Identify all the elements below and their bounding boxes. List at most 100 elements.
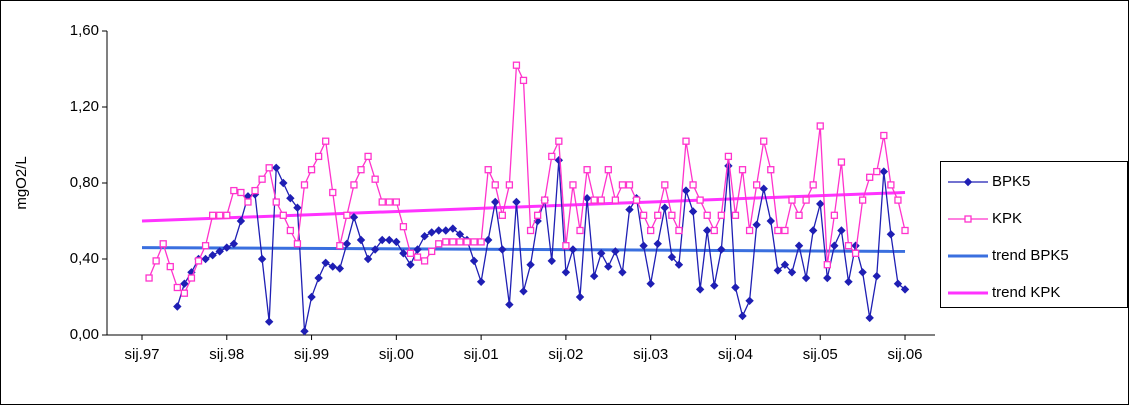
point [880, 131, 888, 140]
point [321, 258, 330, 268]
point [428, 247, 436, 256]
point [886, 230, 896, 239]
point [611, 247, 620, 256]
point [251, 186, 259, 195]
point [767, 166, 775, 174]
point [512, 61, 521, 69]
x-tick-label: sij.04 [718, 346, 753, 363]
point [731, 211, 740, 219]
point [399, 223, 408, 231]
point [548, 152, 556, 161]
point [434, 226, 443, 235]
point [441, 226, 451, 235]
y-tick-label: 0,40 [70, 250, 99, 267]
point [173, 283, 181, 292]
point [526, 226, 535, 235]
point [660, 203, 670, 212]
point [230, 186, 238, 195]
point [392, 198, 400, 206]
point [823, 273, 832, 283]
point [541, 196, 549, 204]
point [363, 254, 373, 264]
point [378, 235, 387, 245]
point [343, 211, 351, 219]
point [873, 167, 881, 176]
point [695, 285, 705, 294]
legend-label: BPK5 [992, 173, 1030, 190]
x-tick-label: sij.01 [464, 346, 499, 363]
point [356, 235, 366, 245]
point [866, 173, 874, 181]
point [505, 181, 514, 189]
point [752, 220, 761, 230]
point [802, 196, 810, 204]
point [152, 257, 160, 265]
point [456, 238, 464, 246]
point [413, 245, 422, 254]
point [887, 181, 895, 189]
point [512, 197, 521, 207]
point [597, 249, 606, 258]
point [661, 181, 669, 189]
point [808, 226, 818, 235]
point [420, 257, 429, 265]
point [279, 211, 287, 219]
point [385, 235, 394, 245]
point [575, 292, 585, 302]
point [653, 239, 662, 249]
point [894, 196, 902, 204]
point [837, 158, 846, 166]
point [336, 242, 344, 250]
point [279, 178, 288, 188]
point [406, 260, 415, 269]
point [731, 283, 740, 292]
point [420, 231, 429, 241]
point [844, 277, 853, 287]
point [208, 250, 217, 260]
point [371, 175, 379, 183]
point [611, 196, 620, 204]
point [830, 211, 839, 219]
point [406, 249, 415, 257]
point [335, 264, 345, 273]
point [392, 237, 401, 247]
point [879, 167, 889, 176]
point [738, 311, 747, 321]
point [809, 181, 817, 189]
point [590, 196, 598, 204]
point [753, 181, 761, 189]
point [618, 181, 627, 189]
point [893, 279, 903, 288]
point [505, 300, 514, 309]
point [526, 260, 535, 269]
point [215, 247, 224, 256]
point [413, 253, 422, 261]
point [449, 238, 457, 246]
point [710, 226, 718, 235]
point [223, 211, 231, 219]
point [357, 166, 365, 174]
legend-box [940, 161, 1128, 308]
point [582, 193, 592, 203]
point [159, 240, 167, 248]
point [561, 268, 571, 277]
point [272, 163, 281, 173]
point [773, 266, 783, 275]
point [681, 186, 691, 195]
point [795, 211, 803, 219]
x-tick-label: sij.02 [548, 346, 583, 363]
point [350, 181, 358, 189]
point [589, 271, 599, 281]
point [286, 226, 295, 235]
point [963, 177, 973, 187]
point [307, 166, 316, 174]
point [858, 268, 867, 277]
x-tick-label: sij.06 [888, 346, 923, 363]
point [491, 181, 499, 189]
point [562, 242, 570, 250]
point [328, 262, 337, 271]
point [766, 216, 775, 226]
point [257, 254, 267, 264]
x-tick-label: sij.97 [124, 346, 159, 363]
